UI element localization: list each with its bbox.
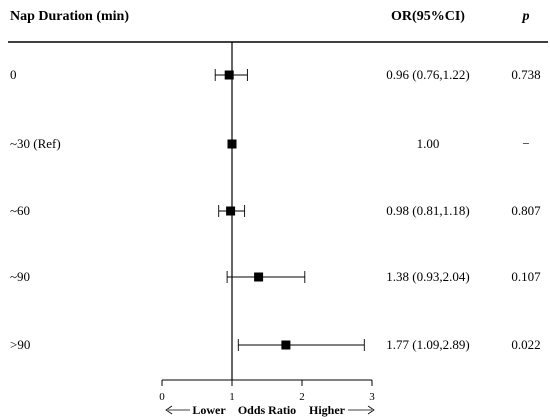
lower-label: Lower xyxy=(192,403,226,417)
lower-arrowhead xyxy=(165,405,173,415)
p-value: 0.022 xyxy=(511,337,540,352)
header-or-ci: OR(95%CI) xyxy=(391,9,465,24)
or-ci-value: 1.00 xyxy=(417,136,440,151)
p-value: 0.738 xyxy=(511,67,540,82)
point-estimate xyxy=(281,340,291,350)
row-label: >90 xyxy=(10,337,30,352)
point-estimate xyxy=(227,139,237,149)
x-axis-label: Odds Ratio xyxy=(238,403,296,417)
row-label: 0 xyxy=(10,67,17,82)
axis-caption: Lower Odds Ratio Higher xyxy=(165,403,375,417)
x-tick-label: 1 xyxy=(229,391,235,403)
or-ci-value: 0.96 (0.76,1.22) xyxy=(386,67,469,82)
higher-label: Higher xyxy=(309,403,346,417)
x-tick-label: 2 xyxy=(299,391,305,403)
higher-arrowhead xyxy=(367,405,375,415)
or-ci-value: 1.77 (1.09,2.89) xyxy=(386,337,469,352)
point-estimate xyxy=(226,206,236,216)
p-value: 0.107 xyxy=(511,269,541,284)
p-value: − xyxy=(522,136,529,151)
row-label: ~90 xyxy=(10,269,30,284)
p-value: 0.807 xyxy=(511,203,541,218)
x-axis: 0 1 2 3 xyxy=(159,379,375,403)
header-p: p xyxy=(522,9,530,24)
x-tick-label: 0 xyxy=(159,391,165,403)
point-estimate xyxy=(224,70,234,80)
point-estimate xyxy=(254,272,264,282)
header-nap-duration: Nap Duration (min) xyxy=(10,9,129,24)
x-tick-label: 3 xyxy=(369,391,375,403)
row-label: ~30 (Ref) xyxy=(10,136,61,151)
row-label: ~60 xyxy=(10,203,30,218)
or-ci-value: 1.38 (0.93,2.04) xyxy=(386,269,469,284)
or-ci-value: 0.98 (0.81,1.18) xyxy=(386,203,469,218)
